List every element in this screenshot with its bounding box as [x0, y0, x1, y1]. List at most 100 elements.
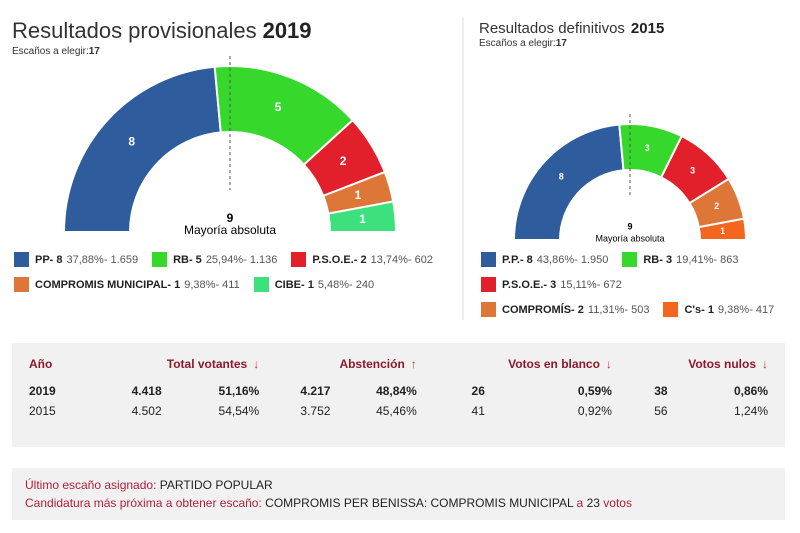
- header-cell: Votos nulos ↓: [620, 351, 776, 381]
- seat-segment: [512, 123, 625, 241]
- table-cell: 41: [471, 404, 485, 418]
- label: Último escaño asignado:: [25, 478, 157, 492]
- legend-name: RB- 5: [173, 253, 202, 266]
- table-cell: 1,24%: [733, 404, 768, 418]
- legend-swatch: [152, 252, 168, 267]
- legend-name: RB- 3: [643, 253, 673, 266]
- legend-name: PP- 8: [35, 253, 63, 266]
- table-row: 2019 4.418 51,16% 4.217 48,84% 26 0,59% 38 0,86%: [21, 381, 776, 401]
- table-cell: 54,54%: [218, 404, 260, 418]
- total-seats: 17: [88, 46, 100, 57]
- table-cell: 3.752: [300, 404, 331, 418]
- header-label: Votos nulos: [688, 357, 756, 371]
- seat-label: 8: [128, 135, 135, 149]
- legend-detail: 11,31%- 503: [587, 303, 650, 316]
- footer-line: Último escaño asignado: PARTIDO POPULAR: [25, 476, 772, 494]
- seat-label: 2: [714, 201, 719, 211]
- legend-name: P.P.- 8: [502, 253, 533, 266]
- header-cell: Votos en blanco ↓: [425, 351, 620, 381]
- title-year: 2015: [630, 20, 665, 37]
- table-cell: 56: [654, 404, 668, 418]
- majority-label: Mayoría absoluta: [595, 233, 664, 243]
- subtitle: Escaños a elegir:17: [479, 38, 567, 49]
- legend-swatch: [291, 252, 307, 267]
- seat-segment: [697, 217, 748, 241]
- seat-label: 2: [340, 154, 347, 168]
- majority-value: 9: [227, 211, 234, 225]
- subtitle-text: Escaños a elegir:: [479, 38, 556, 49]
- table-cell: 45,46%: [376, 404, 417, 418]
- table-cell: 51,16%: [218, 384, 260, 398]
- table-cell: 0,92%: [577, 404, 612, 418]
- table-cell: 26: [471, 384, 485, 398]
- header-label: Votos en blanco: [508, 357, 600, 371]
- title-year: 2019: [262, 18, 312, 43]
- value: 23: [586, 496, 600, 510]
- legend-name: CIBE- 1: [274, 278, 314, 291]
- legend-swatch: [663, 302, 679, 317]
- legend-detail: 9,38%- 411: [184, 278, 240, 291]
- header-label: Total votantes: [166, 357, 248, 371]
- subtitle: Escaños a elegir:17: [12, 46, 100, 57]
- seat-label: 8: [559, 172, 564, 182]
- title-text: Resultados definitivos: [479, 20, 625, 37]
- legend-item: P.S.O.E.- 3 15,11%- 672: [481, 277, 622, 292]
- table: Año Total votantes ↓ Abstención ↑ Votos en bl…: [21, 351, 776, 421]
- seat-label: 1: [359, 212, 366, 226]
- legend-swatch: [481, 252, 496, 267]
- table-cell: 2015: [29, 404, 56, 418]
- legend-detail: 5,48%- 240: [317, 278, 375, 291]
- table-cell: 4.418: [131, 384, 162, 398]
- legend-item: COMPROMIS MUNICIPAL- 1 9,38%- 411: [14, 277, 240, 292]
- table-cell: 4.502: [131, 404, 162, 418]
- label: Candidatura más próxima a obtener escaño…: [25, 496, 262, 510]
- results-table: Año Total votantes ↓ Abstención ↑ Votos en bl…: [12, 343, 785, 447]
- header-label: Año: [29, 357, 53, 371]
- total-seats: 17: [555, 38, 567, 49]
- seat-label: 1: [720, 226, 725, 236]
- subtitle-text: Escaños a elegir:: [12, 46, 89, 57]
- legend-swatch: [14, 252, 29, 267]
- sort-arrow[interactable]: ↓: [762, 357, 768, 371]
- chart-title: Resultados definitivos 2015: [479, 20, 664, 37]
- sort-arrow[interactable]: ↑: [410, 357, 417, 371]
- legend-detail: 9,38%- 417: [718, 303, 775, 316]
- legend-swatch: [622, 252, 638, 267]
- seat-label: 3: [690, 166, 695, 176]
- legend-detail: 15,11%- 672: [560, 278, 622, 291]
- seat-label: 1: [355, 188, 362, 202]
- legend-name: P.S.O.E.- 2: [312, 253, 367, 266]
- legend-name: COMPROMIS MUNICIPAL- 1: [35, 278, 181, 291]
- legend-detail: 37,88%- 1.659: [66, 253, 139, 266]
- legend-item: COMPROMÍS- 2 11,31%- 503: [481, 302, 649, 317]
- label: votos: [603, 496, 632, 510]
- table-cell: 4.217: [300, 384, 331, 398]
- header-cell: Total votantes ↓: [91, 351, 268, 381]
- legend-swatch: [253, 277, 269, 292]
- footer-line: Candidatura más próxima a obtener escaño…: [25, 494, 772, 512]
- legend-detail: 19,41%- 863: [676, 253, 739, 266]
- legend-detail: 43,86%- 1.950: [536, 253, 609, 266]
- legend-item: CIBE- 1 5,48%- 240: [253, 277, 375, 292]
- sort-arrow[interactable]: ↓: [605, 357, 612, 371]
- table-cell: 2019: [29, 384, 56, 398]
- legend-name: C's- 1: [684, 303, 714, 316]
- legend-name: COMPROMÍS- 2: [502, 303, 584, 316]
- header-cell: Año: [21, 351, 91, 381]
- seat-label: 3: [645, 143, 650, 153]
- seat-segment: [327, 200, 398, 233]
- value: COMPROMIS PER BENISSA: COMPROMIS MUNICIP…: [265, 496, 574, 510]
- title-text: Resultados provisionales: [12, 18, 257, 43]
- value: PARTIDO POPULAR: [159, 478, 273, 492]
- legend-swatch: [481, 302, 496, 317]
- legend-item: RB- 3 19,41%- 863: [622, 252, 738, 267]
- header-row: Año Total votantes ↓ Abstención ↑ Votos en bl…: [21, 351, 776, 381]
- sort-arrow[interactable]: ↓: [253, 357, 260, 371]
- table-cell: 0,59%: [577, 384, 612, 398]
- table-row: 2015 4.502 54,54% 3.752 45,46% 41 0,92% 56 1,24%: [21, 401, 776, 421]
- table-cell: 48,84%: [376, 384, 417, 398]
- legend-detail: 13,74%- 602: [370, 253, 433, 266]
- legend-item: RB- 5 25,94%- 1.136: [152, 252, 277, 267]
